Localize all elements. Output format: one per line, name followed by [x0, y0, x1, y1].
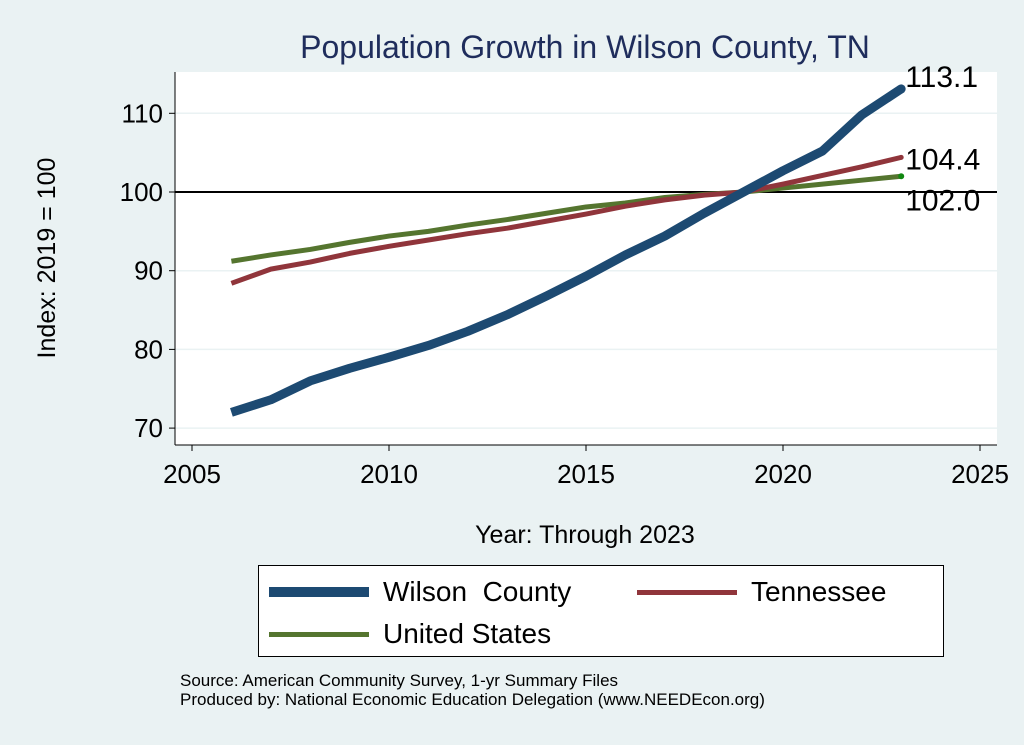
legend: Wilson County Tennessee United States	[258, 565, 944, 657]
legend-label: United States	[383, 618, 552, 649]
producer-line: Produced by: National Economic Education…	[180, 690, 765, 709]
legend-item-us: United States	[269, 618, 551, 650]
x-tick-label: 2015	[557, 459, 615, 489]
series-line-2	[231, 173, 902, 264]
x-tick-label: 2020	[754, 459, 812, 489]
y-tick-label: 110	[122, 98, 163, 128]
x-axis-title: Year: Through 2023	[475, 521, 695, 549]
end-point-marker	[898, 154, 904, 160]
y-tick-label: 80	[134, 334, 163, 364]
source-note: Source: American Community Survey, 1-yr …	[180, 671, 765, 709]
end-point-marker	[898, 173, 905, 180]
x-tick-label: 2005	[163, 459, 221, 489]
legend-item-wilson: Wilson County	[269, 576, 571, 608]
legend-swatch	[269, 631, 369, 637]
series-line-1	[230, 154, 902, 286]
y-tick-label: 90	[134, 256, 163, 286]
legend-label: Tennessee	[751, 576, 887, 607]
y-tick-label: 100	[120, 177, 163, 207]
source-line: Source: American Community Survey, 1-yr …	[180, 671, 619, 690]
legend-swatch	[637, 589, 737, 595]
x-tick-label: 2010	[360, 459, 418, 489]
end-label: 113.1	[905, 61, 978, 94]
y-tick-label: 70	[134, 413, 163, 443]
legend-swatch	[269, 587, 369, 597]
line-chart: 70 80 90 100 110 2005 2010 2015 2020 2025 113.1 104…	[33, 29, 1009, 549]
end-label: 104.4	[905, 143, 980, 176]
legend-label: Wilson County	[383, 576, 572, 607]
series-line-0	[230, 85, 904, 417]
end-label: 102.0	[905, 184, 980, 217]
chart-title: Population Growth in Wilson County, TN	[300, 29, 870, 65]
y-axis-title: Index: 2019 = 100	[33, 158, 61, 359]
legend-item-tennessee: Tennessee	[637, 576, 886, 608]
end-point-marker	[896, 84, 906, 94]
x-tick-label: 2025	[951, 459, 1009, 489]
